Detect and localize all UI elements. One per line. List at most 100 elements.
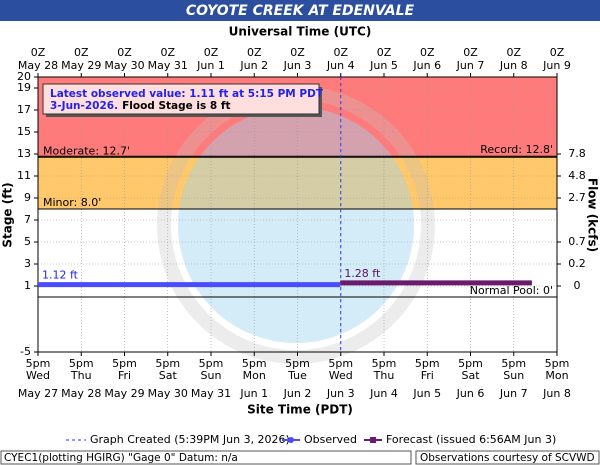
- y2-tick-label: 0: [574, 279, 581, 292]
- x-tick-label: 5pm: [415, 357, 440, 370]
- x-tick-label: Fri: [118, 369, 131, 382]
- threshold-label: Minor: 8.0': [43, 196, 101, 209]
- x-tick-label: May 27: [18, 387, 58, 400]
- footer-left: CYEC1(plotting HGIRG) "Gage 0" Datum: n/…: [4, 452, 238, 464]
- x-tick-label: Jun 5: [412, 387, 441, 400]
- x-top-tick-label: May 30: [104, 59, 144, 72]
- legend-label: Graph Created (5:39PM Jun 3, 2026): [90, 433, 290, 446]
- y-tick-label: 7: [24, 213, 31, 226]
- y-tick-label: 9: [24, 191, 31, 204]
- x-top-tick-label: 0Z: [290, 46, 305, 59]
- y-tick-label: 13: [17, 147, 31, 160]
- x-tick-label: Sun: [503, 369, 524, 382]
- x-top-tick-label: 0Z: [204, 46, 219, 59]
- x-tick-label: 5pm: [112, 357, 137, 370]
- x-tick-label: May 31: [191, 387, 231, 400]
- x-top-tick-label: Jun 9: [542, 59, 571, 72]
- legend-label: Observed: [304, 433, 357, 446]
- y-tick-label: 20: [17, 70, 31, 83]
- x-tick-label: Jun 2: [283, 387, 312, 400]
- info-text: 3-Jun-2026. Flood Stage is 8 ft: [50, 100, 230, 112]
- footer-box: [0, 450, 412, 465]
- x-tick-label: Tue: [287, 369, 307, 382]
- x-tick-label: Jun 7: [499, 387, 528, 400]
- x-top-tick-label: 0Z: [463, 46, 478, 59]
- y-tick-label: 11: [17, 169, 31, 182]
- x-top-tick-label: 0Z: [74, 46, 89, 59]
- footer-right: Observations courtesy of SCVWD: [420, 452, 595, 464]
- x-top-tick-label: Jun 2: [239, 59, 268, 72]
- chart-title: COYOTE CREEK AT EDENVALE: [186, 3, 415, 19]
- legend-marker: [370, 437, 376, 443]
- x-top-tick-label: 0Z: [31, 46, 46, 59]
- x-top-tick-label: May 28: [18, 59, 58, 72]
- y-tick-label: 17: [17, 103, 31, 116]
- x-tick-label: 5pm: [199, 357, 224, 370]
- x-tick-label: Thu: [373, 369, 395, 382]
- x-top-tick-label: Jun 8: [499, 59, 528, 72]
- x-top-tick-label: Jun 4: [326, 59, 355, 72]
- x-tick-label: Sun: [201, 369, 222, 382]
- y-tick-label: -5: [20, 345, 31, 358]
- value-label: 1.28 ft: [344, 267, 381, 280]
- x-tick-label: Jun 4: [369, 387, 398, 400]
- legend-marker: [288, 437, 294, 443]
- x-top-tick-label: 0Z: [377, 46, 392, 59]
- x-top-tick-label: 0Z: [420, 46, 435, 59]
- x-top-tick-label: 0Z: [117, 46, 132, 59]
- info-text: Latest observed value: 1.11 ft at 5:15 P…: [50, 88, 324, 100]
- x-tick-label: 5pm: [69, 357, 94, 370]
- y-tick-label: 15: [17, 125, 31, 138]
- x-tick-label: 5pm: [26, 357, 51, 370]
- x-tick-label: 5pm: [458, 357, 483, 370]
- x-top-tick-label: Jun 6: [412, 59, 441, 72]
- threshold-label: Moderate: 12.7': [43, 144, 130, 157]
- x-tick-label: 5pm: [285, 357, 310, 370]
- x-tick-label: Sat: [461, 369, 480, 382]
- y-tick-label: 19: [17, 81, 31, 94]
- subtitle: Universal Time (UTC): [229, 25, 372, 39]
- title-bar: [0, 0, 600, 21]
- x-tick-label: Jun 3: [326, 387, 355, 400]
- watermark: [178, 107, 414, 343]
- x-tick-label: Mon: [545, 369, 568, 382]
- x-tick-label: May 29: [104, 387, 144, 400]
- y2-axis-title: Flow (kcfs): [586, 178, 600, 252]
- y2-tick-label: 0.2: [568, 257, 586, 270]
- x-top-tick-label: 0Z: [506, 46, 521, 59]
- value-label: 1.12 ft: [42, 269, 79, 282]
- x-axis-title: Site Time (PDT): [247, 403, 353, 417]
- y-tick-label: 3: [24, 257, 31, 270]
- y-tick-label: 5: [24, 235, 31, 248]
- x-top-tick-label: 0Z: [160, 46, 175, 59]
- y-tick-label: 1: [24, 279, 31, 292]
- x-tick-label: 5pm: [155, 357, 180, 370]
- y2-tick-label: 4.8: [568, 169, 586, 182]
- x-tick-label: Wed: [26, 369, 50, 382]
- x-top-tick-label: Jun 1: [196, 59, 225, 72]
- x-top-tick-label: 0Z: [333, 46, 348, 59]
- x-top-tick-label: Jun 5: [369, 59, 398, 72]
- x-tick-label: Thu: [70, 369, 92, 382]
- x-tick-label: Sat: [159, 369, 178, 382]
- info-box: [42, 83, 320, 115]
- x-tick-label: Mon: [243, 369, 266, 382]
- legend-label: Forecast (issued 6:56AM Jun 3): [386, 433, 556, 446]
- x-top-tick-label: May 31: [148, 59, 188, 72]
- y2-tick-label: 2.7: [568, 191, 586, 204]
- x-top-tick-label: Jun 3: [283, 59, 312, 72]
- y-axis-title: Stage (ft): [1, 182, 15, 247]
- x-top-tick-label: May 29: [61, 59, 101, 72]
- x-top-tick-label: 0Z: [550, 46, 565, 59]
- threshold-label: Record: 12.8': [480, 143, 553, 156]
- x-tick-label: Jun 1: [239, 387, 268, 400]
- threshold-label: Normal Pool: 0': [470, 284, 553, 297]
- x-tick-label: Jun 8: [542, 387, 571, 400]
- x-tick-label: Jun 6: [456, 387, 485, 400]
- x-tick-label: Wed: [329, 369, 353, 382]
- x-tick-label: 5pm: [545, 357, 570, 370]
- x-tick-label: May 30: [148, 387, 188, 400]
- footer-box: [415, 450, 600, 465]
- x-tick-label: 5pm: [328, 357, 353, 370]
